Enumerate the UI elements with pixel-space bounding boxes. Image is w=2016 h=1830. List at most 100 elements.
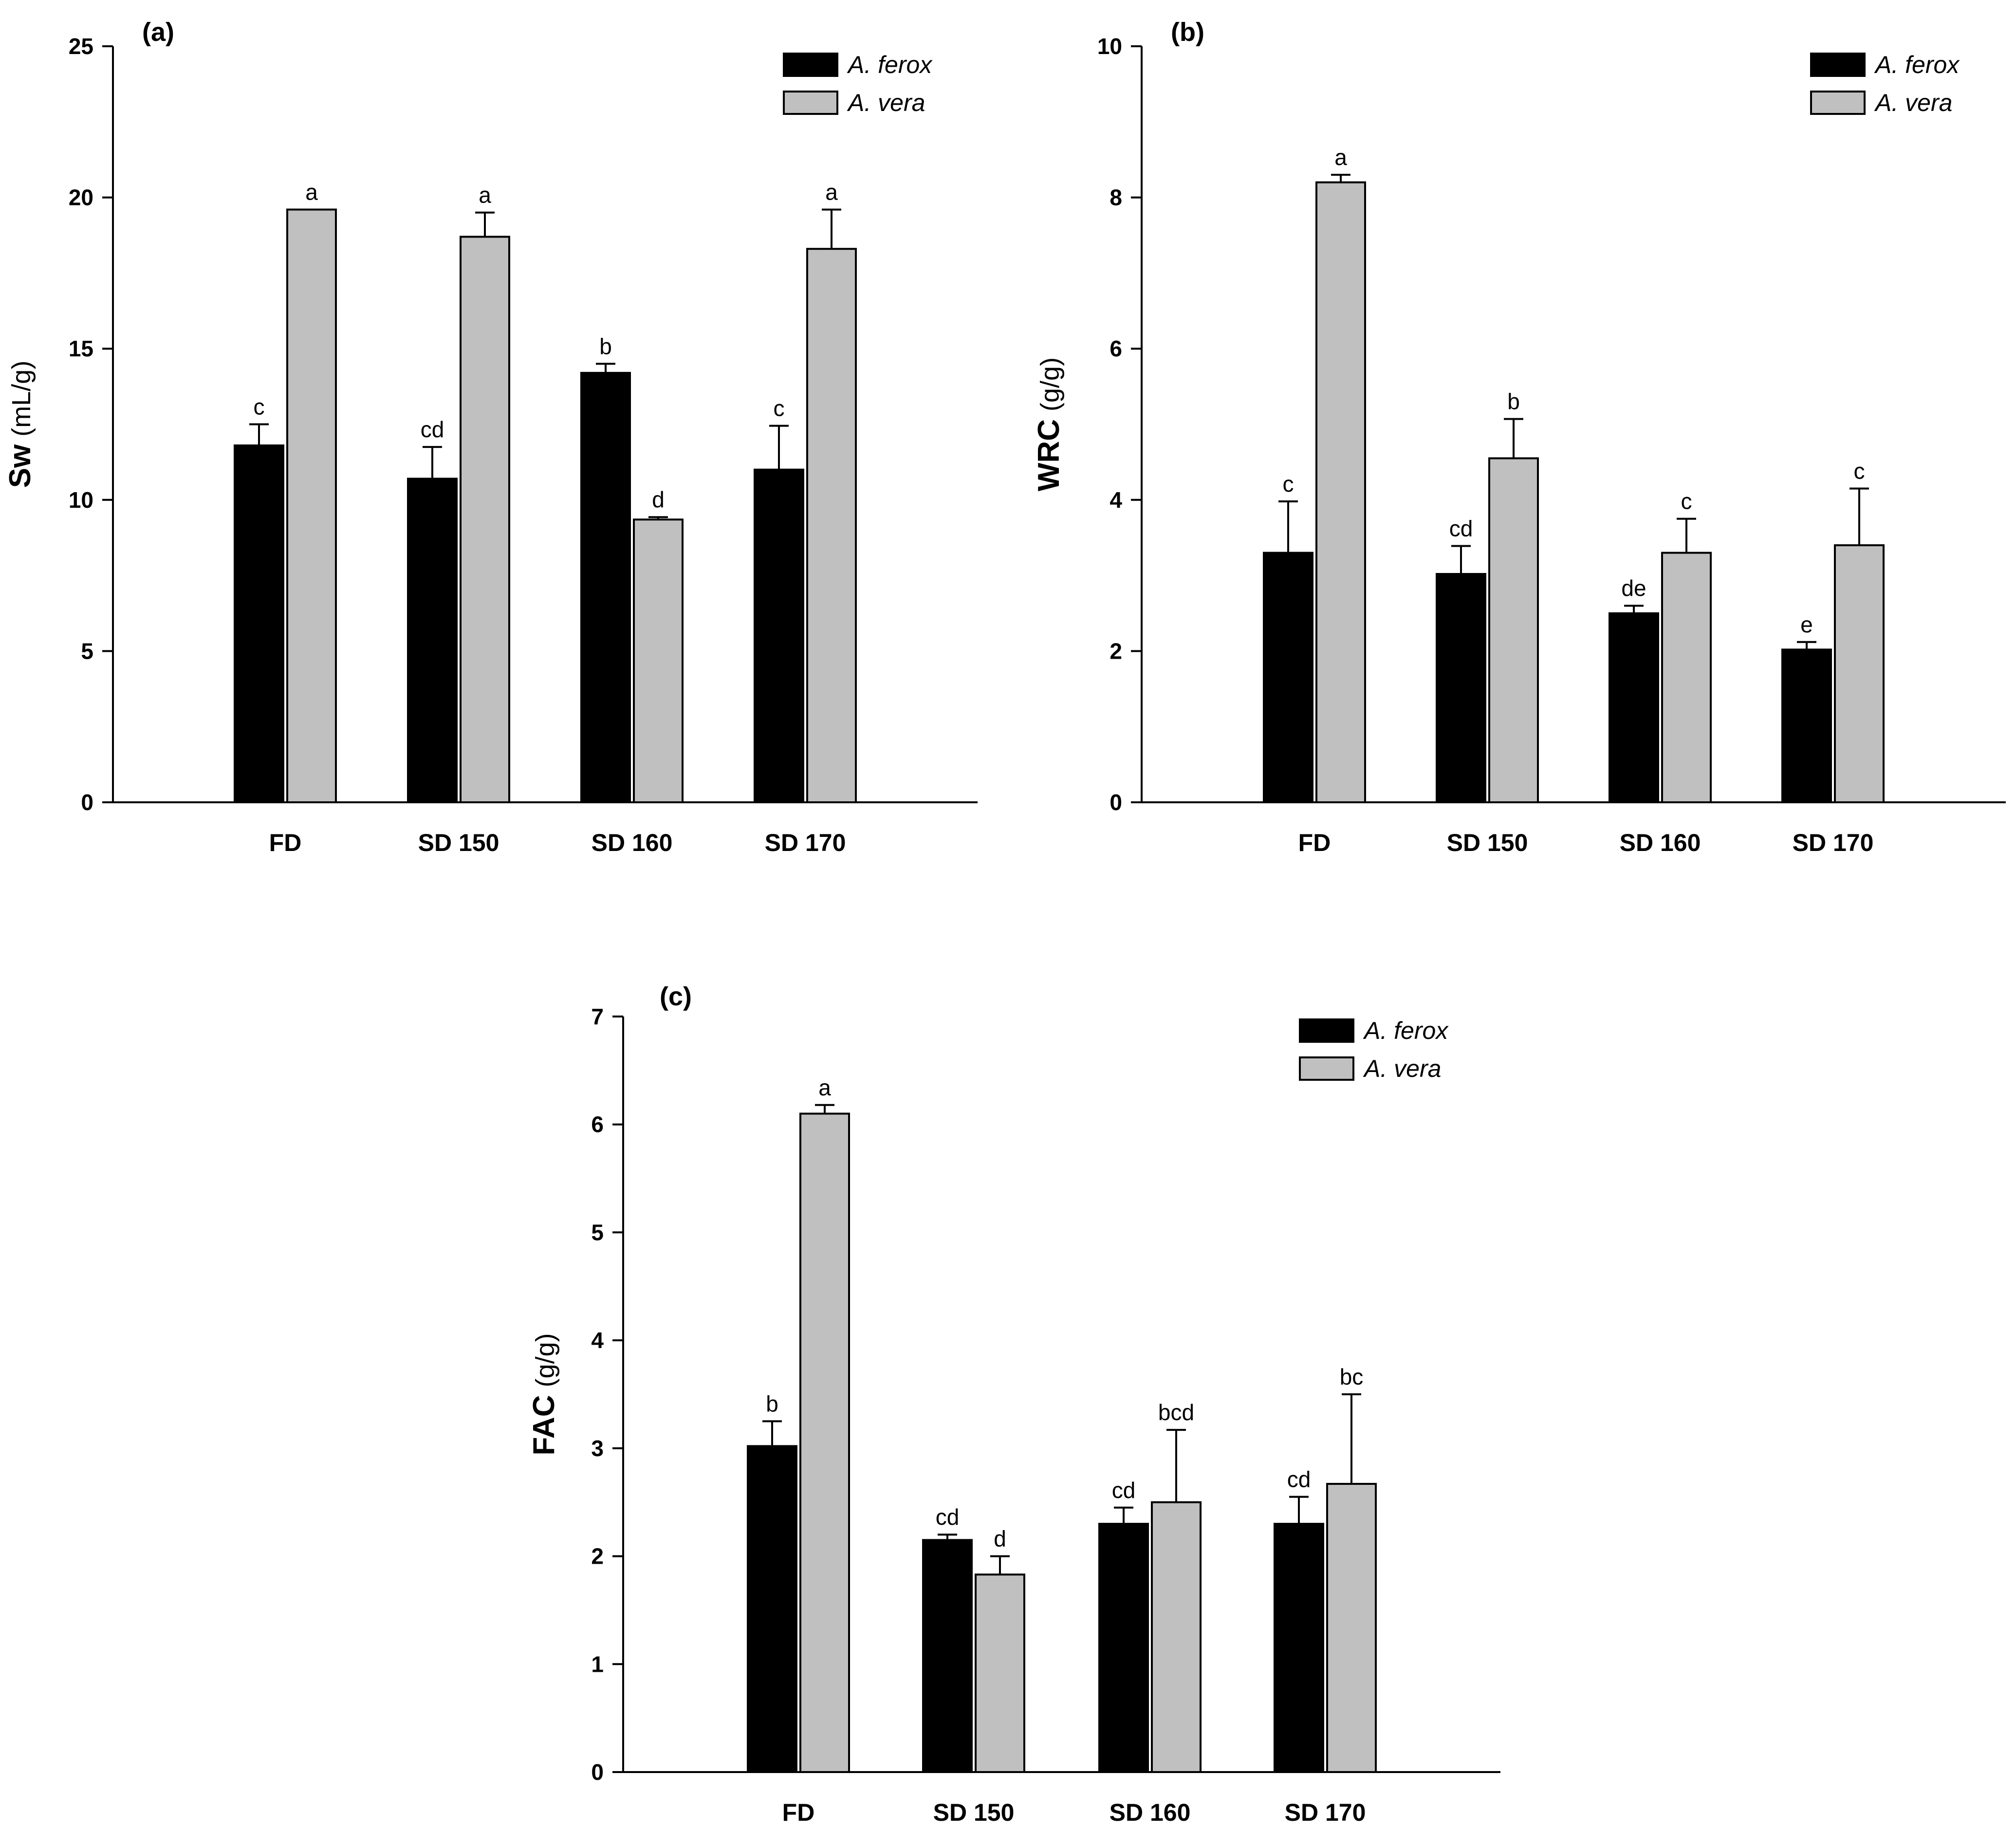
y-tick-label: 3 bbox=[591, 1436, 604, 1461]
bar-a-ferox-0 bbox=[234, 444, 284, 803]
x-tick-label: FD bbox=[269, 829, 302, 856]
legend-swatch-a-vera bbox=[1810, 91, 1866, 115]
significance-letter: a bbox=[305, 179, 318, 204]
y-tick-label: 0 bbox=[591, 1759, 604, 1785]
bar-a-ferox-1 bbox=[407, 478, 458, 803]
y-axis-label-main: WRC bbox=[1032, 419, 1066, 491]
x-tick-label: FD bbox=[782, 1799, 815, 1826]
legend-label-a-vera: A. vera bbox=[1874, 89, 1952, 116]
bar-a-ferox-0 bbox=[1263, 552, 1313, 803]
y-tick-label: 8 bbox=[1110, 185, 1122, 210]
significance-letter: b bbox=[766, 1391, 778, 1416]
significance-letter: bcd bbox=[1158, 1400, 1194, 1425]
significance-letter: cd bbox=[1287, 1467, 1311, 1492]
y-tick-label: 5 bbox=[591, 1220, 604, 1245]
bar-a-vera-3 bbox=[806, 248, 857, 804]
significance-letter: a bbox=[818, 1075, 831, 1100]
significance-letter: c bbox=[1283, 471, 1294, 497]
y-axis-label-unit: (g/g) bbox=[531, 1333, 560, 1387]
bar-a-vera-3 bbox=[1834, 544, 1885, 803]
y-tick-label: 2 bbox=[591, 1544, 604, 1569]
significance-letter: de bbox=[1621, 575, 1646, 601]
significance-letter: a bbox=[825, 179, 838, 204]
significance-letter: c bbox=[1854, 459, 1865, 484]
significance-letter: a bbox=[479, 183, 491, 208]
bar-a-ferox-0 bbox=[747, 1445, 797, 1773]
bar-a-ferox-3 bbox=[754, 468, 804, 803]
y-tick-label: 4 bbox=[591, 1328, 604, 1353]
x-tick-label: SD 150 bbox=[418, 829, 499, 856]
bar-a-vera-0 bbox=[1315, 181, 1366, 803]
significance-letter: c bbox=[1681, 489, 1692, 514]
y-axis-label-main: FAC bbox=[527, 1395, 561, 1456]
y-tick-label: 4 bbox=[1110, 487, 1122, 513]
significance-letter: c bbox=[254, 394, 265, 420]
chart-panel-b: 0 2 4 6 8 10 WRC (g/g) (b) FD SD 150 SD 160 SD 170 c c… bbox=[1032, 18, 2006, 856]
y-axis-label-main: Sw bbox=[3, 444, 37, 488]
y-tick-label: 10 bbox=[69, 487, 93, 513]
legend-swatch-a-ferox bbox=[1810, 53, 1866, 77]
legend-label-a-ferox: A. ferox bbox=[847, 51, 933, 78]
y-axis-label: WRC (g/g) bbox=[1032, 357, 1066, 491]
bar-a-vera-1 bbox=[1488, 457, 1539, 803]
y-axis-label: FAC (g/g) bbox=[527, 1333, 561, 1455]
significance-letter: bc bbox=[1340, 1364, 1364, 1389]
y-tick-label: 7 bbox=[591, 1004, 604, 1029]
legend-swatch-a-ferox bbox=[783, 53, 838, 77]
y-axis-label-unit: (mL/g) bbox=[7, 361, 36, 437]
y-tick-label: 10 bbox=[1097, 34, 1122, 59]
bar-a-vera-0 bbox=[799, 1112, 850, 1774]
chart-panel-c: 0 1 2 3 4 5 6 7 FAC (g/g) (c) FD SD 150 SD 160 SD 170 b… bbox=[527, 982, 1500, 1826]
y-tick-label: 6 bbox=[591, 1112, 604, 1137]
significance-letter: d bbox=[652, 487, 665, 512]
y-tick-label: 1 bbox=[591, 1651, 604, 1677]
y-axis-label-unit: (g/g) bbox=[1036, 357, 1065, 411]
bar-a-vera-0 bbox=[286, 208, 337, 803]
x-tick-label: SD 170 bbox=[1285, 1799, 1366, 1826]
x-tick-label: SD 160 bbox=[1110, 1799, 1191, 1826]
y-tick-label: 2 bbox=[1110, 638, 1122, 664]
significance-letter: a bbox=[1334, 145, 1347, 170]
bar-a-vera-2 bbox=[1661, 552, 1712, 803]
significance-letter: b bbox=[599, 333, 612, 359]
legend-swatch-a-vera bbox=[783, 91, 838, 115]
bar-a-ferox-3 bbox=[1274, 1523, 1324, 1773]
y-tick-label: 0 bbox=[81, 790, 93, 815]
significance-letter: e bbox=[1800, 612, 1813, 637]
significance-letter: cd bbox=[1449, 516, 1473, 541]
y-tick-label: 15 bbox=[69, 336, 93, 361]
significance-letter: cd bbox=[1112, 1478, 1136, 1503]
legend-swatch-a-ferox bbox=[1299, 1018, 1354, 1043]
x-tick-label: SD 150 bbox=[933, 1799, 1015, 1826]
bar-a-ferox-3 bbox=[1781, 648, 1832, 803]
bar-a-ferox-2 bbox=[1609, 612, 1659, 803]
panel-label: (c) bbox=[660, 982, 692, 1011]
legend-label-a-vera: A. vera bbox=[847, 89, 925, 116]
legend-label-a-ferox: A. ferox bbox=[1363, 1017, 1449, 1044]
bar-a-ferox-1 bbox=[922, 1539, 973, 1773]
bar-a-vera-2 bbox=[633, 518, 684, 803]
bar-a-vera-3 bbox=[1326, 1483, 1377, 1774]
x-tick-label: SD 160 bbox=[1620, 829, 1701, 856]
x-tick-label: FD bbox=[1298, 829, 1331, 856]
bar-a-vera-1 bbox=[460, 236, 510, 804]
significance-letter: c bbox=[774, 396, 785, 421]
y-tick-label: 0 bbox=[1110, 790, 1122, 815]
y-tick-label: 6 bbox=[1110, 336, 1122, 361]
bar-a-vera-1 bbox=[975, 1573, 1025, 1774]
significance-letter: cd bbox=[936, 1504, 960, 1530]
significance-letter: cd bbox=[421, 417, 444, 442]
legend-label-a-ferox: A. ferox bbox=[1874, 51, 1960, 78]
panel-label: (a) bbox=[142, 18, 174, 47]
y-tick-label: 25 bbox=[69, 34, 93, 59]
panel-label: (b) bbox=[1171, 18, 1204, 47]
y-tick-label: 20 bbox=[69, 185, 93, 210]
y-axis-label: Sw (mL/g) bbox=[3, 361, 37, 488]
x-tick-label: SD 160 bbox=[592, 829, 673, 856]
legend-label-a-vera: A. vera bbox=[1363, 1055, 1441, 1082]
y-tick-label: 5 bbox=[81, 638, 93, 664]
bar-a-ferox-2 bbox=[1098, 1523, 1149, 1773]
bar-a-ferox-2 bbox=[580, 371, 631, 803]
bar-a-ferox-1 bbox=[1436, 573, 1486, 804]
